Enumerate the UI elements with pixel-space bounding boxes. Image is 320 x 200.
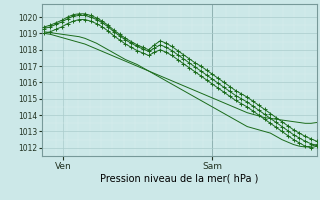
X-axis label: Pression niveau de la mer( hPa ): Pression niveau de la mer( hPa ): [100, 173, 258, 183]
